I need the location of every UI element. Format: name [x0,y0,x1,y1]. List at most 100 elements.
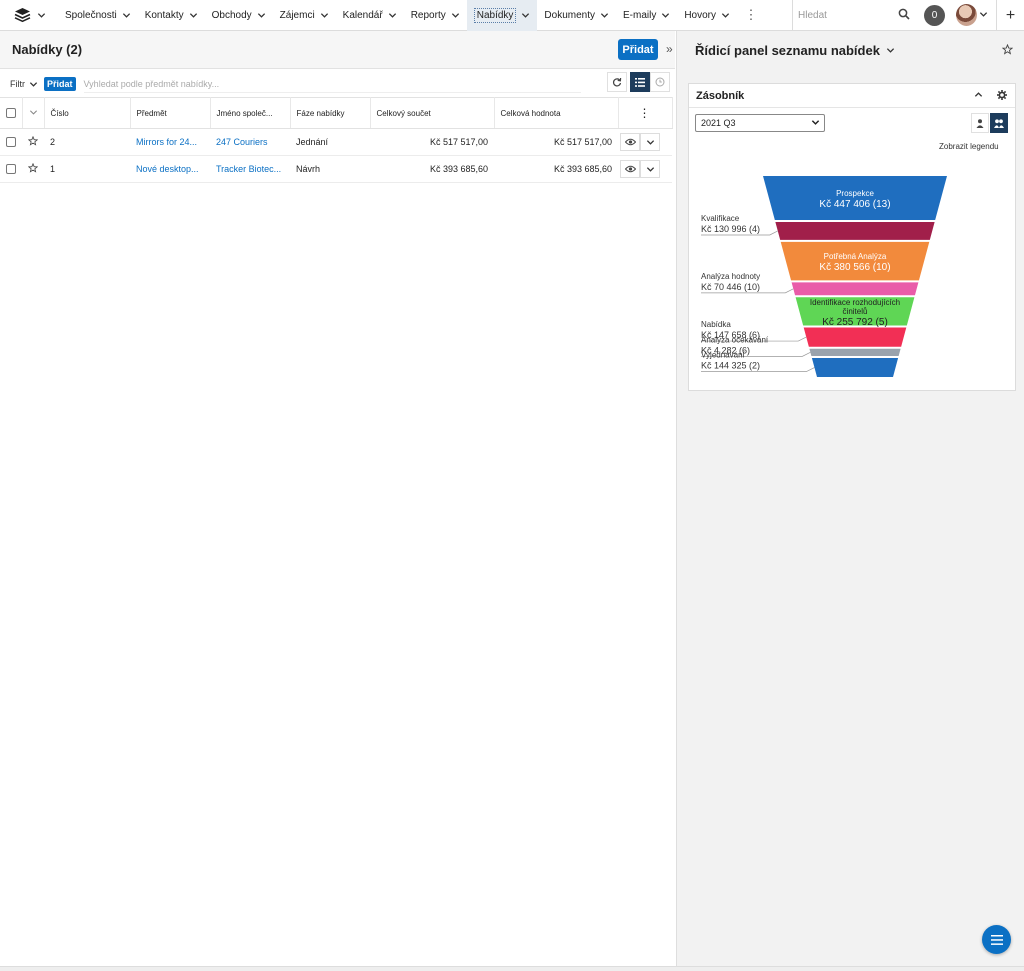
company-link[interactable]: 247 Couriers [210,128,290,156]
preview-button[interactable] [620,160,640,178]
nav-item-label: Kontakty [144,9,184,21]
nav-item-label: Společnosti [65,9,117,21]
funnel-value-label: Kč 255 792 (5) [822,317,888,328]
subject-link[interactable]: Mirrors for 24... [130,128,210,156]
funnel-segment[interactable] [791,282,919,296]
show-legend-link[interactable]: Zobrazit legendu [939,142,999,151]
nav-item[interactable]: Reporty [404,0,467,31]
funnel-segment[interactable] [803,327,907,347]
recent-view-button[interactable] [650,72,670,92]
funnel-segment[interactable] [795,297,915,326]
chevron-down-icon [886,48,895,53]
dashboard-title-button[interactable]: Řídicí panel seznamu nabídek [695,43,895,58]
mass-actions-cell[interactable] [22,97,45,129]
funnel-stage-label: Prospekce [836,189,874,198]
more-menu-icon[interactable]: ⋮ [744,7,758,22]
column-header[interactable]: Celková hodnota [494,97,619,129]
funnel-segment[interactable] [780,241,930,281]
period-select[interactable]: 2021 Q3 [695,114,825,132]
funnel-value-label: Kč 380 566 (10) [819,262,890,273]
funnel-leader-line [701,367,815,372]
team-button[interactable] [990,113,1008,133]
row-checkbox[interactable] [6,164,16,175]
user-icon [976,118,984,128]
chevron-down-icon [646,166,654,172]
funnel-segment[interactable] [811,358,899,377]
nav-item[interactable]: Obchody [205,0,273,31]
eye-icon [624,138,636,146]
chevron-down-icon [811,120,820,125]
star-icon[interactable] [27,162,39,173]
funnel-segment[interactable] [775,222,935,240]
nav-item[interactable]: Zájemci [273,0,336,31]
dashlet-title: Zásobník [696,89,745,102]
nav-item[interactable]: Kalendář [336,0,404,31]
select-all-cell[interactable] [0,97,23,129]
menu-lines-icon [990,934,1003,945]
funnel-segment[interactable] [763,176,947,221]
filter-bar: Filtr Přidat Vyhledat podle předmět nabí… [0,70,675,98]
nav-item-label: Obchody [211,9,252,21]
single-user-button[interactable] [971,113,989,133]
funnel-segment[interactable] [809,348,901,357]
nav-item[interactable]: Nabídky [466,0,538,31]
stage-cell: Jednání [290,128,370,156]
column-header[interactable]: Předmět [130,97,211,129]
preview-button[interactable] [620,133,640,151]
global-search-input[interactable]: Hledat [792,0,918,31]
column-header[interactable]: Číslo [44,97,131,129]
star-icon[interactable] [27,135,39,146]
funnel-dashlet: Zásobník 2021 Q3 Zobrazit legendu Prospe… [688,83,1016,391]
nav-item[interactable]: Hovory [677,0,737,31]
row-checkbox[interactable] [6,137,16,148]
filter-button[interactable]: Filtr [10,79,38,89]
nav-item[interactable]: Dokumenty [537,0,616,31]
nav-item[interactable]: Kontakty [138,0,205,31]
column-header[interactable]: Fáze nabídky [290,97,371,129]
row-select-cell[interactable] [0,155,22,183]
table-row[interactable]: 2 Mirrors for 24... 247 Couriers Jednání Kč … [0,128,672,156]
list-search-input[interactable]: Vyhledat podle předmět nabídky... [83,75,581,93]
favorite-cell[interactable] [22,155,44,183]
chevron-down-icon[interactable] [979,10,988,19]
nav-item[interactable]: Společnosti [58,0,138,31]
subject-link[interactable]: Nové desktop... [130,155,210,183]
chevron-down-icon [257,12,265,18]
chevron-down-icon [646,139,654,145]
notifications-badge[interactable]: 0 [924,5,945,26]
company-link[interactable]: Tracker Biotec... [210,155,290,183]
filter-add-button[interactable]: Přidat [44,77,76,91]
nav-item-label: Kalendář [342,9,383,21]
table-row[interactable]: 1 Nové desktop... Tracker Biotec... Návrh Kč… [0,155,672,183]
chevron-down-icon [189,12,197,18]
nav-item[interactable]: E-maily [616,0,677,31]
refresh-button[interactable] [607,72,627,92]
list-view-button[interactable] [630,72,650,92]
favorite-cell[interactable] [22,128,44,156]
star-icon[interactable] [1002,44,1013,55]
top-navigation: Společnosti Kontakty Obchody Zájemci Kalendá… [0,0,1024,31]
row-menu-button[interactable] [640,160,660,178]
quick-create-button[interactable]: + [996,0,1024,31]
chat-fab-button[interactable] [982,925,1011,954]
row-menu-button[interactable] [640,133,660,151]
row-select-cell[interactable] [0,128,22,156]
app-menu-button[interactable] [0,0,52,31]
funnel-leader-line [701,230,778,236]
chevron-up-icon[interactable] [974,90,983,99]
number-cell: 2 [44,128,130,156]
gear-icon[interactable] [997,90,1007,100]
collapse-panel-icon[interactable]: » [666,42,673,56]
add-button[interactable]: Přidat [618,39,658,60]
users-icon [994,118,1004,128]
search-icon[interactable] [898,8,910,20]
select-all-checkbox[interactable] [6,108,16,118]
column-header[interactable]: Jméno společ... [210,97,291,129]
column-settings-cell[interactable]: ⋮ [618,97,673,129]
user-avatar[interactable] [956,4,977,26]
page-title: Nabídky (2) [12,42,83,57]
period-value: 2021 Q3 [701,118,736,128]
chevron-down-icon[interactable] [29,108,38,117]
column-header[interactable]: Celkový součet [370,97,495,129]
